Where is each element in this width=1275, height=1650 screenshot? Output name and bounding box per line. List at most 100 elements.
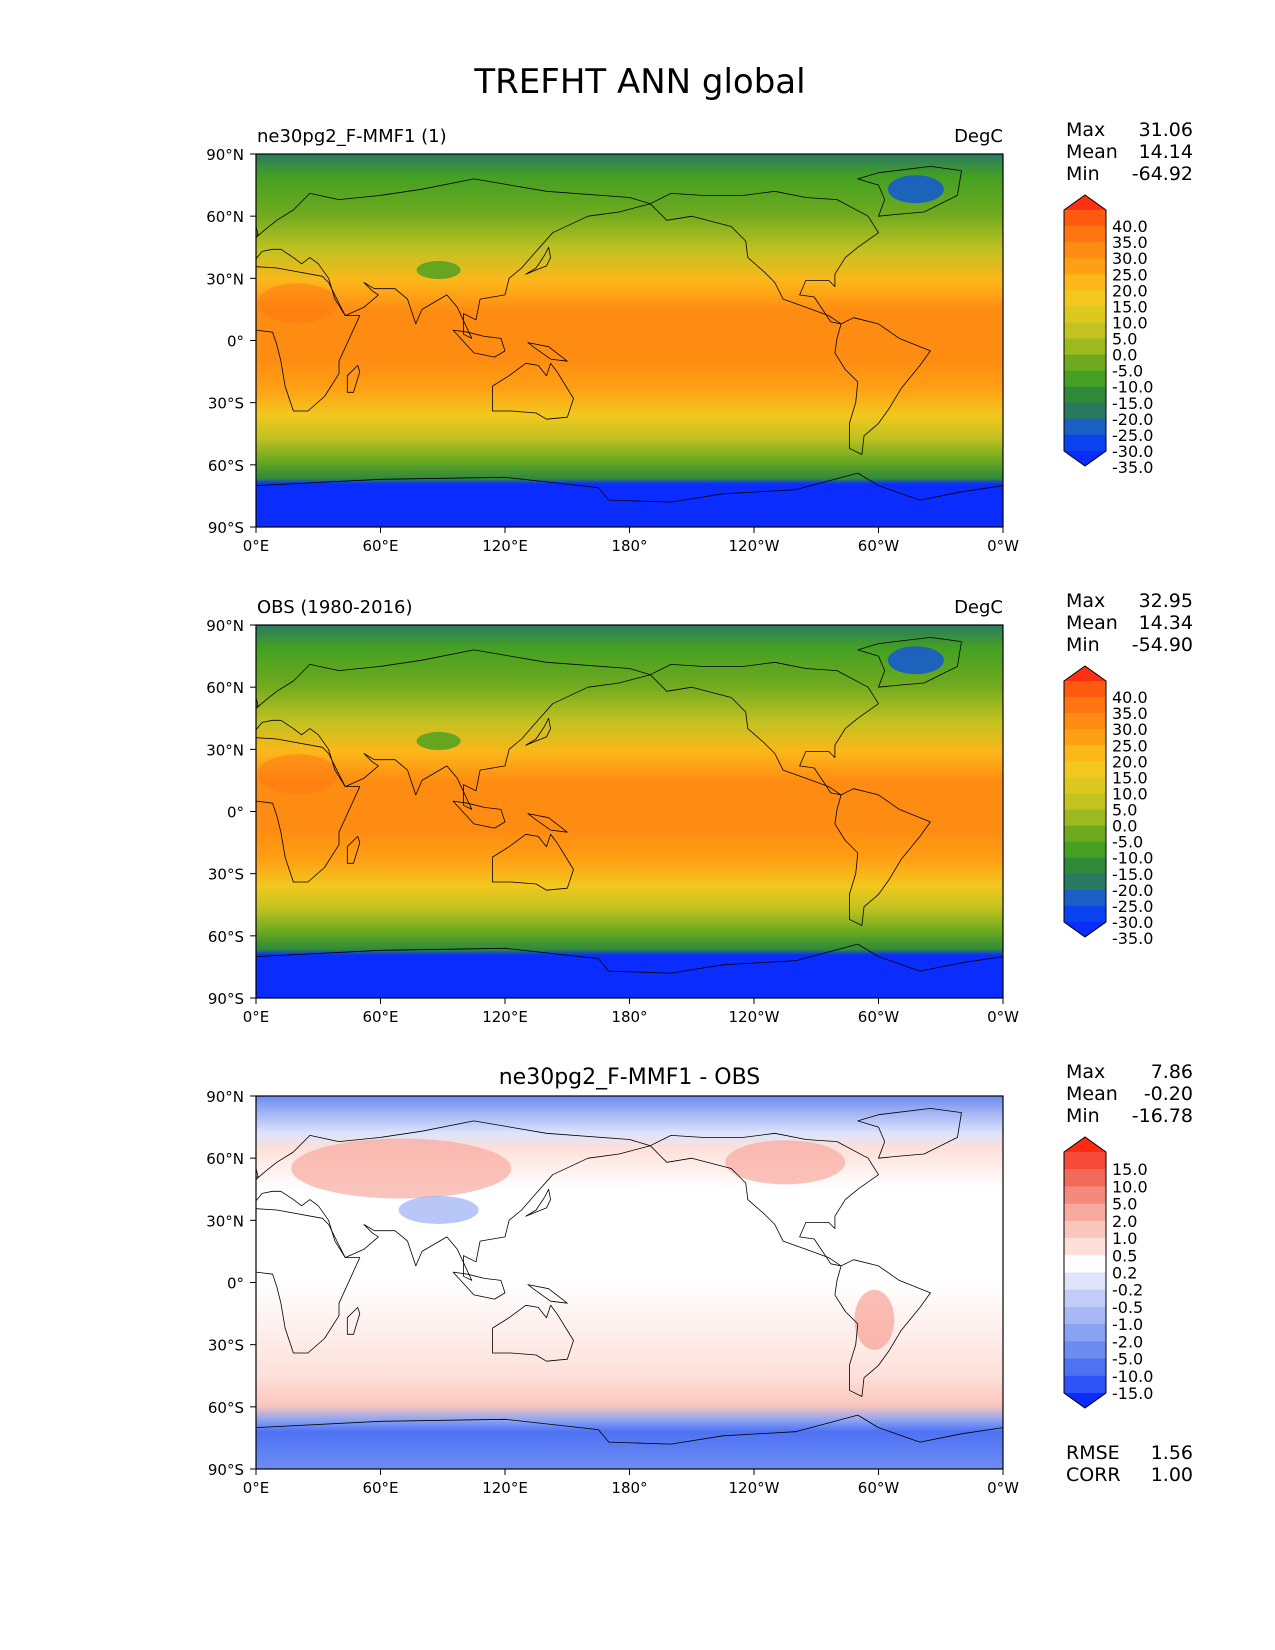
tibet-cold-spot [416, 261, 461, 280]
coastline-eurasia [256, 649, 651, 810]
x-tick-label: 0°E [243, 1008, 270, 1026]
x-tick-label: 120°E [482, 1479, 528, 1497]
coastline-indonesia [452, 1271, 506, 1300]
colorbar-segment [1064, 210, 1106, 227]
coastline-australia [492, 833, 574, 891]
stat-label: Max [1066, 119, 1105, 141]
coastline-north-america [649, 190, 879, 325]
colorbar-tick-label: -15.0 [1112, 1384, 1153, 1403]
colorbar: 40.035.030.025.020.015.010.05.00.0-5.0-1… [1063, 665, 1153, 948]
y-tick-label: 30°N [206, 270, 244, 288]
colorbar-tick-label: 40.0 [1112, 688, 1148, 707]
colorbar-tick-label: 20.0 [1112, 752, 1148, 771]
coastline-north-america [649, 661, 879, 796]
coastline-indonesia [452, 800, 506, 829]
colorbar-tick-label: -5.0 [1112, 1350, 1143, 1369]
colorbar-segment [1064, 809, 1106, 827]
colorbar-segment [1064, 1220, 1106, 1239]
colorbar-segment [1064, 274, 1106, 291]
panel-title: ne30pg2_F-MMF1 - OBS [499, 1065, 761, 1090]
coastline-greenland [857, 166, 962, 217]
colorbar-segment [1064, 713, 1106, 730]
figure-title: TREFHT ANN global [473, 62, 805, 102]
colorbar-tick-label: 35.0 [1112, 233, 1148, 252]
colorbar-segment [1064, 841, 1106, 859]
y-tick-label: 60°N [206, 679, 244, 697]
x-tick-label: 0°E [243, 537, 270, 555]
colorbar-tick-label: 10.0 [1112, 313, 1148, 332]
y-tick-label: 90°N [206, 1088, 244, 1106]
colorbar-extend-bottom [1064, 451, 1106, 466]
samerica-warm-bias [854, 1289, 895, 1350]
colorbar-tick-label: 35.0 [1112, 704, 1148, 723]
colorbar-segment [1064, 729, 1106, 746]
colorbar-extend-top [1064, 666, 1106, 681]
colorbar-segment [1064, 1152, 1106, 1170]
y-tick-label: 90°S [208, 990, 244, 1008]
colorbar-tick-label: -15.0 [1112, 865, 1153, 884]
coastline-eurasia [256, 178, 651, 339]
tibet-cold-bias [398, 1195, 479, 1224]
panel-units: DegC [954, 126, 1003, 147]
panel-units: DegC [954, 597, 1003, 618]
metric-value: 1.00 [1151, 1464, 1193, 1486]
y-tick-label: 30°S [208, 866, 244, 884]
coastline-africa [256, 266, 361, 412]
coastline-antarctica [256, 943, 1003, 998]
colorbar-segment [1064, 258, 1106, 275]
colorbar-segment [1064, 1341, 1106, 1360]
stat-value: 32.95 [1139, 590, 1193, 612]
colorbar-tick-label: -10.0 [1112, 378, 1153, 397]
stat-value: -0.20 [1144, 1083, 1193, 1105]
coastline-south-america [834, 788, 931, 926]
stat-value: -64.92 [1132, 163, 1193, 185]
x-tick-label: 120°W [729, 1479, 780, 1497]
metric-label: CORR [1066, 1464, 1121, 1486]
colorbar-tick-label: 5.0 [1112, 801, 1137, 820]
coastline-japan [525, 1188, 551, 1217]
colorbar-tick-label: 1.0 [1112, 1229, 1137, 1248]
colorbar-tick-label: 0.5 [1112, 1246, 1137, 1265]
y-tick-label: 0° [227, 1275, 244, 1293]
y-tick-label: 0° [227, 333, 244, 351]
colorbar-segment [1064, 1375, 1106, 1394]
colorbar-tick-label: -25.0 [1112, 426, 1153, 445]
colorbar-segment [1064, 1324, 1106, 1342]
coastline-africa [256, 737, 361, 883]
eurasia-warm-bias [291, 1138, 512, 1199]
colorbar-tick-label: -15.0 [1112, 394, 1153, 413]
y-tick-label: 30°S [208, 1337, 244, 1355]
colorbar-tick-label: -5.0 [1112, 362, 1143, 381]
coastline-new-guinea [527, 813, 568, 833]
x-tick-label: 120°E [482, 537, 528, 555]
colorbar-segment [1064, 761, 1106, 778]
namerica-warm-bias [725, 1140, 846, 1185]
colorbar-tick-label: -30.0 [1112, 913, 1153, 932]
colorbar-segment [1064, 1358, 1106, 1377]
x-tick-label: 60°W [858, 537, 900, 555]
greenland-cold-spot [887, 646, 944, 675]
colorbar-segment [1064, 889, 1106, 907]
colorbar-tick-label: 25.0 [1112, 265, 1148, 284]
colorbar-tick-label: -25.0 [1112, 897, 1153, 916]
colorbar-tick-label: 10.0 [1112, 784, 1148, 803]
coastline-eurasia [256, 1120, 651, 1281]
colorbar-tick-label: -30.0 [1112, 442, 1153, 461]
map-panel-3: 90°N 60°N 30°N 0° 30°S 60°S 90°S0°E 60°E 120°E 18… [206, 1061, 1193, 1497]
africa-warm-spot [257, 754, 338, 795]
colorbar-segment [1064, 402, 1106, 420]
panel-title: ne30pg2_F-MMF1 (1) [257, 126, 447, 147]
x-tick-label: 180° [611, 537, 647, 555]
stat-value: 14.14 [1139, 141, 1193, 163]
colorbar-segment [1064, 1289, 1106, 1308]
stat-label: Min [1066, 634, 1100, 656]
colorbar-tick-label: 0.0 [1112, 346, 1137, 365]
colorbar-extend-bottom [1064, 1393, 1106, 1408]
colorbar-segment [1064, 1255, 1106, 1273]
x-tick-label: 120°W [729, 537, 780, 555]
stat-label: Max [1066, 1061, 1105, 1083]
colorbar-tick-label: -10.0 [1112, 849, 1153, 868]
colorbar-segment [1064, 1306, 1106, 1325]
colorbar-segment [1064, 1272, 1106, 1291]
